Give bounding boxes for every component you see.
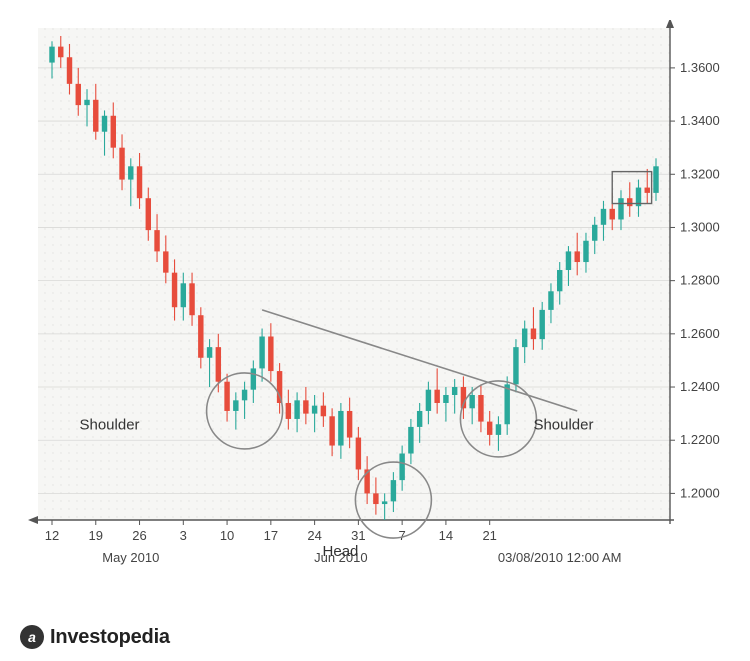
svg-text:Head: Head [323, 543, 359, 560]
candlestick-chart: 1.2000 1.2200 1.2400 1.2600 1.2800 1.3000 1.32… [20, 20, 730, 605]
svg-text:7: 7 [399, 528, 406, 543]
svg-text:1.3400: 1.3400 [680, 113, 720, 128]
svg-text:1.2600: 1.2600 [680, 326, 720, 341]
svg-text:03/08/2010 12:00 AM: 03/08/2010 12:00 AM [498, 550, 622, 565]
logo-icon: a [20, 625, 44, 649]
chart-container: { "logo": { "text": "Investopedia" }, "c… [0, 0, 750, 661]
svg-text:26: 26 [132, 528, 146, 543]
svg-text:1.2200: 1.2200 [680, 432, 720, 447]
svg-text:12: 12 [45, 528, 59, 543]
svg-text:1.2800: 1.2800 [680, 273, 720, 288]
svg-text:1.3000: 1.3000 [680, 219, 720, 234]
svg-text:31: 31 [351, 528, 365, 543]
svg-text:1.2000: 1.2000 [680, 485, 720, 500]
svg-text:24: 24 [307, 528, 321, 543]
svg-text:May 2010: May 2010 [102, 550, 159, 565]
svg-text:Shoulder: Shoulder [79, 417, 139, 434]
svg-text:1.2400: 1.2400 [680, 379, 720, 394]
svg-text:19: 19 [89, 528, 103, 543]
svg-text:1.3200: 1.3200 [680, 166, 720, 181]
svg-text:21: 21 [482, 528, 496, 543]
svg-text:14: 14 [439, 528, 453, 543]
svg-text:1.3600: 1.3600 [680, 60, 720, 75]
svg-text:17: 17 [264, 528, 278, 543]
logo-text: Investopedia [50, 626, 170, 649]
svg-text:10: 10 [220, 528, 234, 543]
brand-logo: a Investopedia [20, 625, 170, 649]
svg-text:3: 3 [180, 528, 187, 543]
chart-area: 1.2000 1.2200 1.2400 1.2600 1.2800 1.3000 1.32… [20, 20, 730, 580]
svg-text:Shoulder: Shoulder [533, 417, 593, 434]
